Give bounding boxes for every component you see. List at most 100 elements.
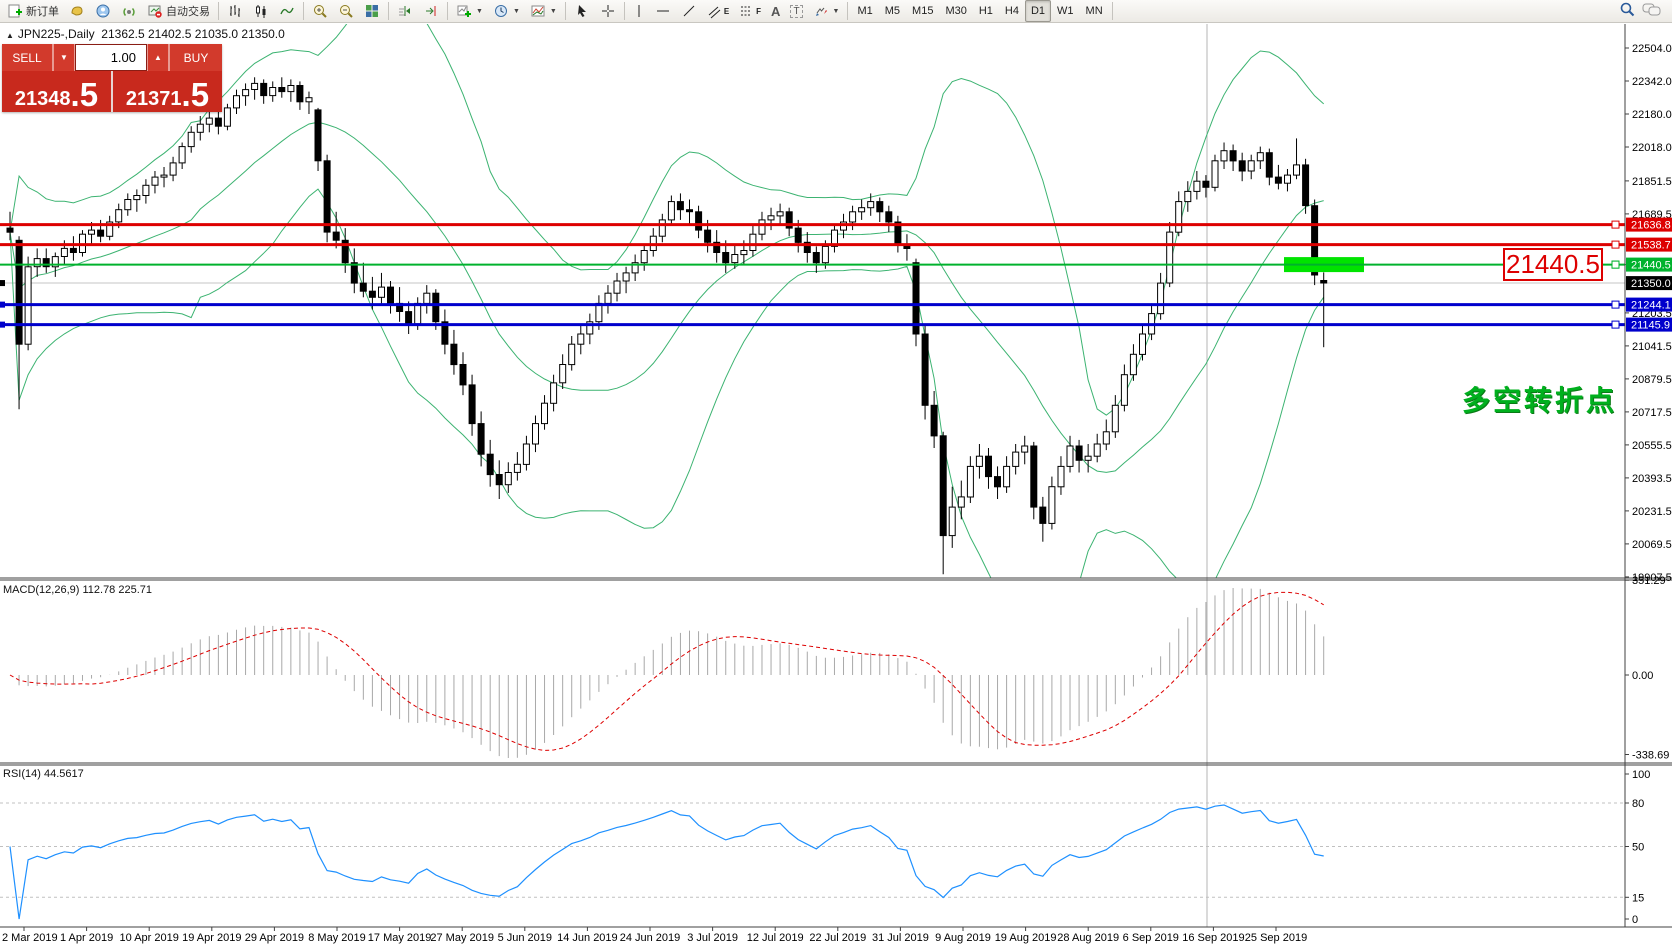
svg-text:5 Jun 2019: 5 Jun 2019 bbox=[498, 932, 552, 944]
templates-button[interactable]: ▼ bbox=[525, 0, 562, 22]
crosshair-button[interactable] bbox=[595, 0, 621, 22]
auto-scroll-button[interactable] bbox=[392, 0, 418, 22]
text-label-tool-button[interactable]: T bbox=[785, 0, 807, 22]
timeframe-h4[interactable]: H4 bbox=[1004, 5, 1019, 17]
community-button[interactable] bbox=[90, 0, 116, 22]
horizontal-line-icon bbox=[655, 3, 671, 19]
svg-text:21244.1: 21244.1 bbox=[1631, 300, 1671, 312]
svg-text:21538.7: 21538.7 bbox=[1631, 240, 1671, 252]
buy-button[interactable]: BUY bbox=[169, 44, 222, 71]
svg-text:0.00: 0.00 bbox=[1632, 670, 1653, 682]
timeframe-m5[interactable]: M5 bbox=[884, 5, 901, 17]
svg-text:8 May 2019: 8 May 2019 bbox=[308, 932, 365, 944]
channel-icon bbox=[707, 3, 721, 19]
turning-point-note[interactable]: 多空转折点 bbox=[1462, 385, 1618, 416]
svg-text:31 Jul 2019: 31 Jul 2019 bbox=[872, 932, 929, 944]
svg-text:20069.5: 20069.5 bbox=[1632, 539, 1672, 551]
svg-text:22 Jul 2019: 22 Jul 2019 bbox=[809, 932, 866, 944]
svg-text:19 Aug 2019: 19 Aug 2019 bbox=[995, 932, 1057, 944]
dropdown-caret-icon[interactable]: ▼ bbox=[832, 7, 840, 15]
fibonacci-tool-button[interactable]: F bbox=[734, 0, 766, 22]
timeframe-w1[interactable]: W1 bbox=[1057, 5, 1074, 17]
svg-text:19907.5: 19907.5 bbox=[1632, 572, 1672, 584]
line-chart-button[interactable] bbox=[274, 0, 300, 22]
dropdown-caret-icon[interactable]: ▼ bbox=[512, 7, 520, 15]
equidistant-channel-button[interactable]: E bbox=[702, 0, 734, 22]
buy-price[interactable]: 21371.5 bbox=[125, 75, 210, 113]
candlestick-chart-icon bbox=[253, 3, 269, 19]
text-tool-letter: A bbox=[771, 3, 781, 19]
tile-windows-button[interactable] bbox=[359, 0, 385, 22]
macd-indicator-label: MACD(12,26,9) 112.78 225.71 bbox=[3, 584, 152, 596]
volume-input[interactable]: 1.00 bbox=[75, 44, 147, 71]
trendline-icon bbox=[681, 3, 697, 19]
chart-shift-button[interactable] bbox=[418, 0, 444, 22]
timeframe-h1[interactable]: H1 bbox=[978, 5, 993, 17]
chat-icon[interactable] bbox=[1642, 2, 1662, 21]
rsi-pane bbox=[0, 802, 1625, 920]
toolbar-separator bbox=[218, 2, 219, 20]
timeframe-m1[interactable]: M1 bbox=[857, 5, 873, 17]
zoom-in-icon bbox=[312, 3, 328, 19]
timeframe-m15[interactable]: M15 bbox=[912, 5, 934, 17]
sell-button[interactable]: SELL bbox=[2, 44, 53, 71]
pane-dividers bbox=[0, 24, 1672, 928]
svg-text:100: 100 bbox=[1632, 769, 1650, 781]
svg-text:10 Apr 2019: 10 Apr 2019 bbox=[120, 932, 179, 944]
periods-button[interactable]: ▼ bbox=[488, 0, 525, 22]
svg-text:20717.5: 20717.5 bbox=[1632, 407, 1672, 419]
volume-up-button[interactable]: ▲ bbox=[147, 44, 169, 71]
svg-text:20879.5: 20879.5 bbox=[1632, 374, 1672, 386]
svg-text:21350.0: 21350.0 bbox=[1631, 278, 1671, 290]
zoom-in-button[interactable] bbox=[307, 0, 333, 22]
search-icon[interactable] bbox=[1619, 1, 1636, 21]
tile-windows-icon bbox=[364, 3, 380, 19]
macd-pane bbox=[9, 588, 1325, 758]
text-tool-button[interactable]: A bbox=[766, 0, 785, 22]
signals-button[interactable] bbox=[116, 0, 142, 22]
timeframe-d1[interactable]: D1 bbox=[1024, 0, 1052, 22]
svg-text:9 Aug 2019: 9 Aug 2019 bbox=[935, 932, 991, 944]
horizontal-line-tool-button[interactable] bbox=[650, 0, 676, 22]
price-callout-box[interactable]: 21440.5 bbox=[1503, 248, 1603, 281]
new-order-label: 新订单 bbox=[26, 6, 59, 18]
collapse-panel-icon[interactable]: ▲ bbox=[6, 31, 14, 40]
timeframe-mn[interactable]: MN bbox=[1085, 5, 1103, 17]
svg-text:50: 50 bbox=[1632, 842, 1644, 854]
one-click-trading-panel: SELL ▼ 1.00 ▲ BUY 21348.5 21371.5 bbox=[2, 44, 222, 112]
candles-layer bbox=[6, 77, 1328, 575]
svg-text:22018.0: 22018.0 bbox=[1632, 142, 1672, 154]
community-icon bbox=[95, 3, 111, 19]
signals-icon bbox=[121, 3, 137, 19]
chart-shift-icon bbox=[423, 3, 439, 19]
vertical-line-tool-button[interactable] bbox=[628, 0, 650, 22]
date-axis: 2 Mar 2019 1 Apr 2019 10 Apr 2019 19 Apr 20… bbox=[2, 927, 1307, 944]
arrows-tool-button[interactable]: ▼ bbox=[808, 0, 845, 22]
svg-text:21041.5: 21041.5 bbox=[1632, 341, 1672, 353]
timeframe-m30[interactable]: M30 bbox=[945, 5, 967, 17]
vertical-line-icon bbox=[633, 3, 645, 19]
cursor-button[interactable] bbox=[569, 0, 595, 22]
dropdown-caret-icon[interactable]: ▼ bbox=[549, 7, 557, 15]
rsi-line bbox=[9, 804, 1324, 920]
volume-down-button[interactable]: ▼ bbox=[53, 44, 75, 71]
indicators-button[interactable]: ▼ bbox=[451, 0, 488, 22]
svg-text:22504.0: 22504.0 bbox=[1632, 43, 1672, 55]
sell-price[interactable]: 21348.5 bbox=[2, 71, 113, 112]
toolbar-separator bbox=[847, 2, 849, 20]
dropdown-caret-icon[interactable]: ▼ bbox=[476, 7, 483, 15]
bar-chart-button[interactable] bbox=[222, 0, 248, 22]
zoom-out-button[interactable] bbox=[333, 0, 359, 22]
navigator-button[interactable] bbox=[64, 0, 90, 22]
trendline-tool-button[interactable] bbox=[676, 0, 702, 22]
svg-text:16 Sep 2019: 16 Sep 2019 bbox=[1182, 932, 1244, 944]
svg-text:22342.0: 22342.0 bbox=[1632, 76, 1672, 88]
autotrading-button[interactable]: 自动交易 bbox=[142, 0, 215, 22]
svg-text:15: 15 bbox=[1632, 892, 1644, 904]
toolbar-separator bbox=[564, 2, 566, 20]
candlestick-chart-button[interactable] bbox=[248, 0, 274, 22]
new-order-button[interactable]: 新订单 bbox=[2, 0, 64, 22]
auto-scroll-icon bbox=[397, 3, 413, 19]
